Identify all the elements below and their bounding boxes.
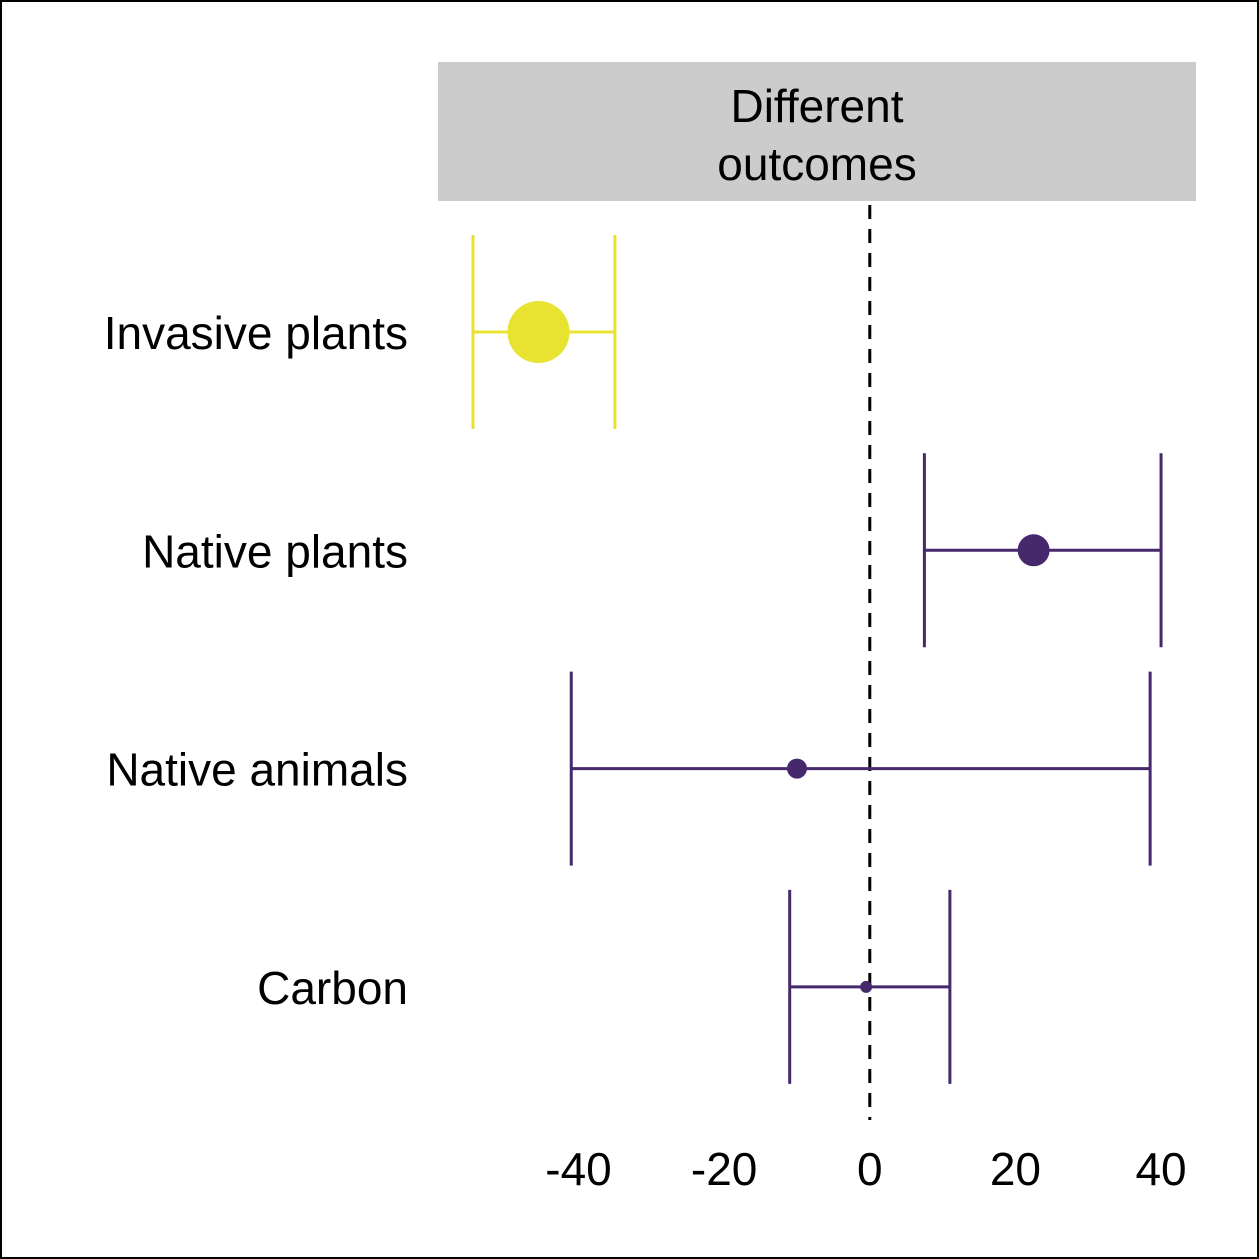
facet-strip: Different outcomes — [438, 62, 1196, 201]
facet-label-line-1: Different — [730, 80, 903, 132]
row-native-animals: Native animals — [106, 671, 1152, 866]
estimate-point-invasive-plants — [507, 301, 570, 363]
x-axis: -40 -20 0 20 40 — [545, 1143, 1186, 1195]
forest-rows: Invasive plants Native plants Native anima… — [104, 235, 1163, 1084]
x-tick-label: -20 — [691, 1143, 757, 1195]
row-native-plants: Native plants — [142, 453, 1163, 648]
facet-strip-background — [438, 62, 1196, 201]
category-label-native-animals: Native animals — [106, 744, 408, 796]
estimate-point-native-plants — [1017, 534, 1050, 567]
row-invasive-plants: Invasive plants — [104, 235, 617, 429]
x-tick-label: -40 — [545, 1143, 611, 1195]
category-label-native-plants: Native plants — [142, 525, 408, 577]
category-label-carbon: Carbon — [257, 962, 408, 1014]
facet-label-line-2: outcomes — [717, 138, 916, 190]
x-tick-label: 0 — [857, 1143, 883, 1195]
row-carbon: Carbon — [257, 889, 952, 1084]
category-label-invasive-plants: Invasive plants — [104, 307, 408, 359]
x-tick-label: 40 — [1135, 1143, 1186, 1195]
estimate-point-carbon — [860, 980, 873, 993]
estimate-point-native-animals — [786, 758, 807, 779]
x-tick-label: 20 — [990, 1143, 1041, 1195]
